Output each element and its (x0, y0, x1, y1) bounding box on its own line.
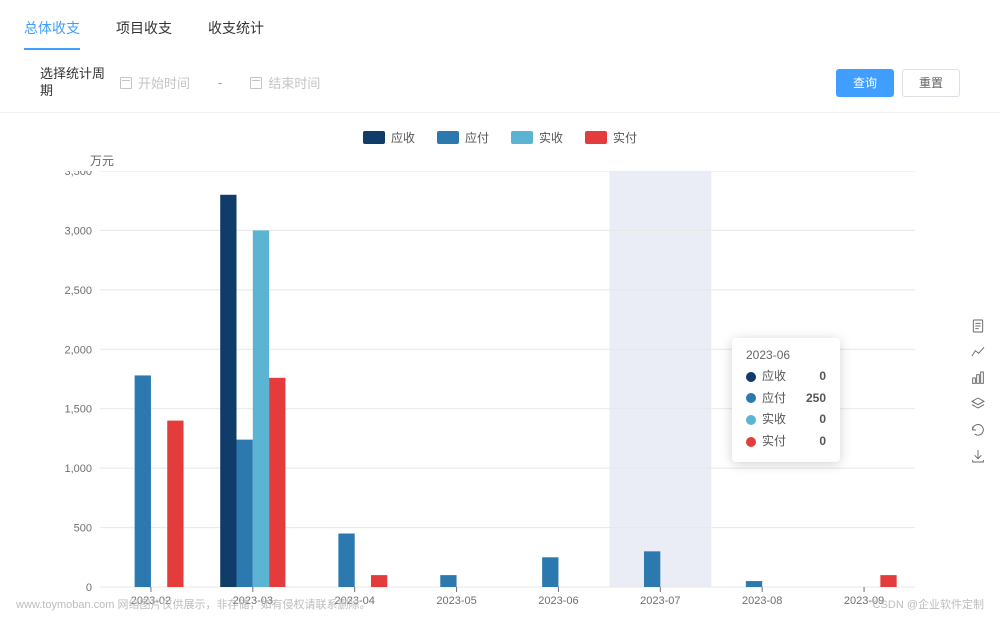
bar (371, 575, 387, 587)
bar-switch-icon[interactable] (970, 370, 986, 386)
legend-swatch (585, 131, 607, 144)
save-image-icon[interactable] (970, 448, 986, 464)
bar (746, 581, 762, 587)
svg-text:2,500: 2,500 (64, 285, 92, 297)
tooltip-row: 应付 250 (746, 388, 826, 410)
start-date-placeholder: 开始时间 (138, 73, 190, 92)
legend-item[interactable]: 实付 (585, 129, 637, 146)
restore-icon[interactable] (970, 422, 986, 438)
legend-label: 应收 (391, 129, 415, 146)
bar (269, 378, 285, 587)
svg-text:2,000: 2,000 (64, 344, 92, 356)
filter-label: 选择统计周期 (40, 66, 110, 100)
bar (440, 575, 456, 587)
bar (237, 439, 253, 586)
legend-swatch (363, 131, 385, 144)
bar (880, 575, 896, 587)
legend-swatch (511, 131, 533, 144)
tooltip-label: 实收 (762, 409, 786, 431)
legend-item[interactable]: 应收 (363, 129, 415, 146)
range-separator: - (218, 75, 222, 90)
end-date-placeholder: 结束时间 (268, 73, 320, 92)
tooltip-title: 2023-06 (746, 348, 826, 362)
tooltip-dot (746, 393, 756, 403)
line-switch-icon[interactable] (970, 344, 986, 360)
svg-text:500: 500 (74, 522, 92, 534)
tab-1[interactable]: 项目收支 (116, 8, 172, 50)
legend-item[interactable]: 实收 (511, 129, 563, 146)
watermark-left: www.toymoban.com 网络图片仅供展示，非存储，如有侵权请联系删除。 (16, 596, 370, 612)
tooltip-label: 应付 (762, 388, 786, 410)
tooltip-dot (746, 372, 756, 382)
stack-switch-icon[interactable] (970, 396, 986, 412)
tab-0[interactable]: 总体收支 (24, 8, 80, 50)
tooltip-dot (746, 437, 756, 447)
legend-item[interactable]: 应付 (437, 129, 489, 146)
bar (167, 420, 183, 586)
tooltip-row: 实付 0 (746, 431, 826, 453)
svg-text:3,500: 3,500 (64, 171, 92, 178)
tabs: 总体收支项目收支收支统计 (0, 0, 1000, 50)
tooltip-value: 0 (819, 366, 826, 388)
bar (220, 195, 236, 587)
svg-text:1,500: 1,500 (64, 403, 92, 415)
tooltip-label: 实付 (762, 431, 786, 453)
svg-text:3,000: 3,000 (64, 225, 92, 237)
date-range-picker[interactable]: 开始时间 - 结束时间 (120, 73, 320, 92)
bar (338, 533, 354, 586)
legend-swatch (437, 131, 459, 144)
query-button[interactable]: 查询 (836, 69, 894, 97)
calendar-icon (120, 77, 132, 89)
chart-toolbox (970, 318, 986, 464)
tooltip-row: 应收 0 (746, 366, 826, 388)
filter-row: 选择统计周期 开始时间 - 结束时间 查询 重置 (0, 50, 1000, 113)
tooltip-row: 实收 0 (746, 409, 826, 431)
reset-button[interactable]: 重置 (902, 69, 960, 97)
watermark-right: CSDN @企业软件定制 (873, 596, 984, 612)
data-view-icon[interactable] (970, 318, 986, 334)
watermark: www.toymoban.com 网络图片仅供展示，非存储，如有侵权请联系删除。… (0, 596, 1000, 612)
bar (644, 551, 660, 587)
legend-label: 实付 (613, 129, 637, 146)
tooltip-value: 0 (819, 431, 826, 453)
y-axis-unit: 万元 (90, 152, 960, 169)
tooltip-value: 250 (806, 388, 826, 410)
legend-label: 应付 (465, 129, 489, 146)
calendar-icon (250, 77, 262, 89)
chart-tooltip: 2023-06 应收 0 应付 250 实收 0 实付 0 (732, 338, 840, 462)
bar (135, 375, 151, 587)
tab-2[interactable]: 收支统计 (208, 8, 264, 50)
tooltip-dot (746, 415, 756, 425)
chart-legend: 应收 应付 实收 实付 (40, 125, 960, 152)
bar (542, 557, 558, 587)
tooltip-label: 应收 (762, 366, 786, 388)
bar (253, 230, 269, 587)
svg-text:1,000: 1,000 (64, 463, 92, 475)
tooltip-value: 0 (819, 409, 826, 431)
legend-label: 实收 (539, 129, 563, 146)
svg-text:0: 0 (86, 582, 92, 594)
chart-container: 应收应付实收实付 万元 05001,0001,5002,0002,5003,00… (0, 113, 1000, 611)
